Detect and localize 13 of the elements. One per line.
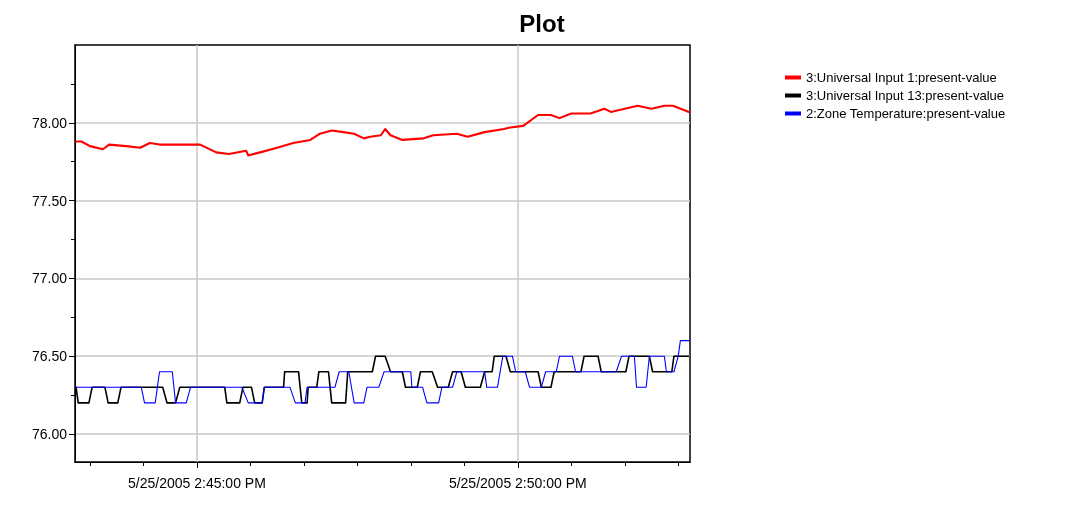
x-tick-label: 5/25/2005 2:45:00 PM (128, 475, 266, 491)
legend-label: 3:Universal Input 13:present-value (806, 88, 1005, 103)
y-tick-label: 78.00 (31, 114, 68, 131)
chart-title: Plot (519, 9, 565, 37)
legend-label: 3:Universal Input 1:present-value (806, 70, 997, 85)
line-series (75, 104, 690, 157)
x-tick-label: 5/25/2005 2:50:00 PM (448, 475, 587, 491)
y-tick-label: 77.00 (31, 270, 68, 287)
y-tick-label: 77.50 (31, 192, 68, 209)
line-series (75, 340, 690, 404)
y-tick-label: 76.00 (31, 425, 68, 442)
y-tick-label: 76.50 (31, 348, 68, 365)
legend-label: 2:Zone Temperature:present-value (806, 106, 1006, 121)
